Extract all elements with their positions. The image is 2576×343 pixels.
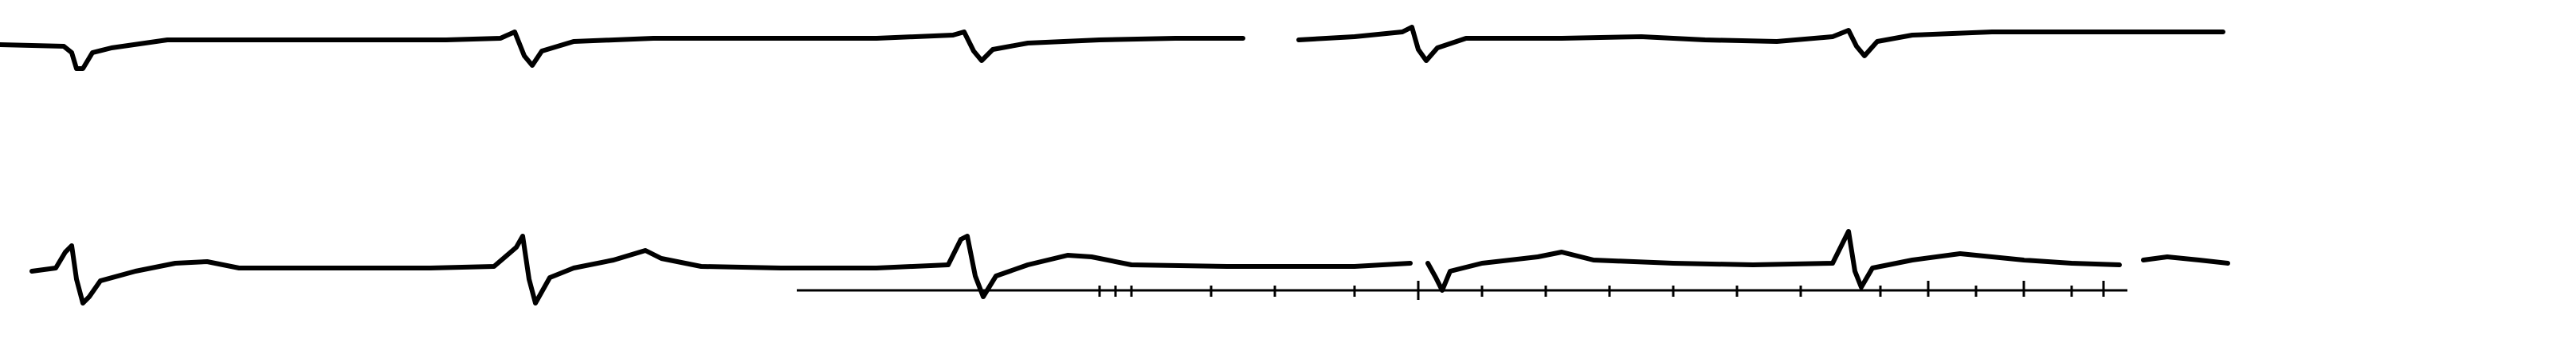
lower-strip-right-trace (1428, 231, 2228, 290)
timing-rule (797, 281, 2127, 300)
lower-strip-left-trace (32, 236, 1410, 303)
upper-strip-right-trace (1299, 27, 2223, 61)
upper-strip-left-trace (0, 32, 1243, 69)
